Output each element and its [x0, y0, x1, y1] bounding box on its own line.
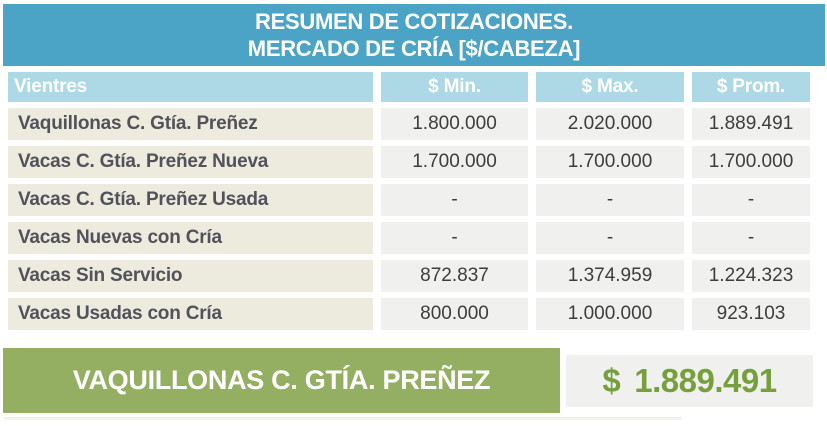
min-value-cell: 872.837 — [381, 260, 528, 292]
highlight-row: VAQUILLONAS C. GTÍA. PREÑEZ $ 1.889.491 — [3, 348, 813, 413]
prom-value-cell: - — [692, 222, 810, 254]
table-row: Vacas C. Gtía. Preñez Usada - - - — [8, 184, 810, 216]
row-label-cell: Vacas C. Gtía. Preñez Nueva — [8, 146, 373, 178]
min-value-cell: 800.000 — [381, 298, 528, 330]
title-banner: RESUMEN DE COTIZACIONES. MERCADO DE CRÍA… — [3, 4, 825, 66]
min-value-cell: 1.800.000 — [381, 108, 528, 140]
title-line-1: RESUMEN DE COTIZACIONES. — [255, 9, 573, 34]
max-value-cell: - — [536, 184, 684, 216]
quotes-table: Vientres $ Min. $ Max. $ Prom. Vaquillon… — [0, 66, 818, 336]
prom-value-cell: 1.889.491 — [692, 108, 810, 140]
table-header-row: Vientres $ Min. $ Max. $ Prom. — [8, 72, 810, 102]
cropped-next-element-strip — [4, 417, 682, 420]
min-value-cell: 1.700.000 — [381, 146, 528, 178]
title-line-2: MERCADO DE CRÍA [$/CABEZA] — [247, 36, 581, 61]
table-row: Vacas Usadas con Cría 800.000 1.000.000 … — [8, 298, 810, 330]
max-value-cell: - — [536, 222, 684, 254]
table-row: Vacas Sin Servicio 872.837 1.374.959 1.2… — [8, 260, 810, 292]
column-header-vientres: Vientres — [8, 72, 373, 102]
row-label-cell: Vacas C. Gtía. Preñez Usada — [8, 184, 373, 216]
column-header-max: $ Max. — [536, 72, 684, 102]
min-value-cell: - — [381, 184, 528, 216]
row-label-cell: Vaquillonas C. Gtía. Preñez — [8, 108, 373, 140]
min-value-cell: - — [381, 222, 528, 254]
table-row: Vacas Nuevas con Cría - - - — [8, 222, 810, 254]
prom-value-cell: - — [692, 184, 810, 216]
max-value-cell: 1.700.000 — [536, 146, 684, 178]
table-row: Vaquillonas C. Gtía. Preñez 1.800.000 2.… — [8, 108, 810, 140]
prom-value-cell: 1.224.323 — [692, 260, 810, 292]
market-summary-panel: RESUMEN DE COTIZACIONES. MERCADO DE CRÍA… — [0, 4, 827, 426]
column-header-min: $ Min. — [381, 72, 528, 102]
max-value-cell: 2.020.000 — [536, 108, 684, 140]
row-label-cell: Vacas Usadas con Cría — [8, 298, 373, 330]
highlight-amount: 1.889.491 — [634, 361, 777, 399]
prom-value-cell: 1.700.000 — [692, 146, 810, 178]
table-row: Vacas C. Gtía. Preñez Nueva 1.700.000 1.… — [8, 146, 810, 178]
max-value-cell: 1.374.959 — [536, 260, 684, 292]
highlight-value-box: $ 1.889.491 — [566, 354, 813, 407]
column-header-prom: $ Prom. — [692, 72, 810, 102]
currency-symbol: $ — [602, 361, 621, 399]
prom-value-cell: 923.103 — [692, 298, 810, 330]
max-value-cell: 1.000.000 — [536, 298, 684, 330]
row-label-cell: Vacas Nuevas con Cría — [8, 222, 373, 254]
highlight-category-banner: VAQUILLONAS C. GTÍA. PREÑEZ — [3, 348, 560, 413]
row-label-cell: Vacas Sin Servicio — [8, 260, 373, 292]
